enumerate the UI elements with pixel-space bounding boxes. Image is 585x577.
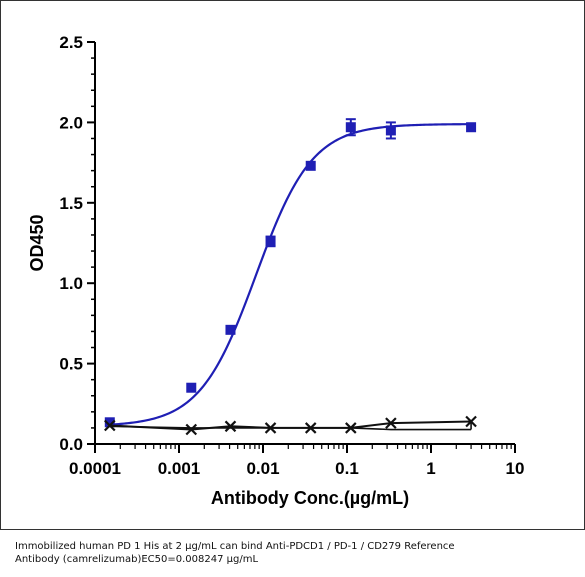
data-point-series-1: [466, 122, 476, 132]
fit-curve-series-1: [110, 124, 471, 425]
data-point-series-1: [306, 161, 316, 171]
dose-response-chart: 0.0 0.5 1.0 1.5 2.0 2.5 0.0001 0.001 0.01 0.1 1 10 A…: [1, 1, 584, 529]
y-tick-label: 0.0: [59, 435, 83, 454]
data-point-series-1: [386, 125, 396, 135]
x-tick-label: 0.001: [158, 459, 201, 478]
x-tick-label: 10: [506, 459, 525, 478]
x-tick-label: 0.0001: [69, 459, 121, 478]
data-point-series-1: [225, 325, 235, 335]
figure-caption: Immobilized human PD 1 His at 2 μg/mL ca…: [15, 540, 575, 566]
y-tick-label: 2.0: [59, 113, 83, 132]
x-tick-label: 0.1: [335, 459, 359, 478]
x-axis-title: Antibody Conc.(µg/mL): [211, 488, 409, 508]
y-axis-title: OD450: [27, 214, 47, 271]
y-tick-label: 1.5: [59, 194, 83, 213]
caption-line-2: Antibody (camrelizumab) EC50=0.008247 μg…: [15, 553, 575, 566]
y-tick-label: 1.0: [59, 274, 83, 293]
x-tick-label: 0.01: [246, 459, 279, 478]
chart-frame: 0.0 0.5 1.0 1.5 2.0 2.5 0.0001 0.001 0.01 0.1 1 10 A…: [0, 0, 585, 530]
data-point-series-1: [266, 236, 276, 246]
y-tick-label: 0.5: [59, 355, 83, 374]
x-tick-label: 1: [426, 459, 435, 478]
data-point-series-1: [186, 383, 196, 393]
y-tick-label: 2.5: [59, 33, 83, 52]
caption-line-1: Immobilized human PD 1 His at 2 μg/mL ca…: [15, 540, 575, 553]
data-point-series-1: [346, 122, 356, 132]
